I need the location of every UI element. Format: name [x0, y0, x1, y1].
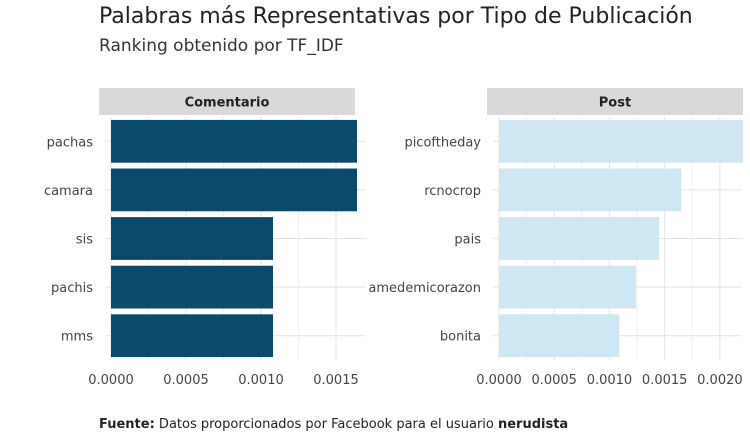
bar-amedemicorazon — [499, 265, 636, 309]
category-label: pachis — [51, 281, 93, 296]
chart-title: Palabras más Representativas por Tipo de… — [99, 4, 693, 29]
panel-comentario: Comentario pachas camara sis pachis mms 0.0000… — [44, 88, 366, 388]
x-tick-label: 0.0015 — [313, 373, 359, 388]
panel-post: Post picoftheday rcnocrop pais amedemicorazo… — [368, 88, 744, 388]
bar-bonita — [499, 314, 620, 358]
x-tick-label: 0.0015 — [642, 373, 688, 388]
caption-label: Fuente: — [99, 417, 155, 432]
category-label: amedemicorazon — [368, 281, 481, 296]
caption-text: Datos proporcionados por Facebook para e… — [154, 417, 498, 432]
bar-sis — [111, 217, 273, 260]
x-tick-label: 0.0020 — [697, 373, 743, 388]
category-label: pachas — [47, 135, 94, 150]
bar-picoftheday — [499, 119, 744, 163]
chart-subtitle: Ranking obtenido por TF_IDF — [99, 36, 344, 56]
bar-camara — [111, 168, 357, 212]
bar-pais — [499, 217, 660, 260]
bar-mms — [111, 314, 273, 358]
x-tick-label: 0.0000 — [476, 373, 522, 388]
category-label: pais — [454, 233, 481, 248]
x-tick-label: 0.0000 — [88, 373, 134, 388]
strip-label: Post — [599, 96, 631, 111]
category-label: camara — [44, 184, 93, 199]
x-tick-label: 0.0005 — [531, 373, 577, 388]
bar-pachas — [111, 119, 357, 163]
strip-label: Comentario — [185, 96, 270, 111]
category-label: picoftheday — [404, 135, 481, 150]
chart-caption: Fuente: Datos proporcionados por Faceboo… — [99, 417, 568, 432]
category-label: sis — [76, 233, 93, 248]
bar-rcnocrop — [499, 168, 682, 212]
x-tick-label: 0.0005 — [163, 373, 209, 388]
x-tick-label: 0.0010 — [587, 373, 633, 388]
category-label: mms — [61, 330, 93, 345]
category-label: rcnocrop — [424, 184, 481, 199]
caption-user: nerudista — [497, 417, 569, 432]
strip-post — [487, 88, 743, 115]
x-tick-label: 0.0010 — [238, 373, 284, 388]
category-label: bonita — [440, 330, 481, 345]
bar-pachis — [111, 265, 273, 309]
strip-comentario — [99, 88, 355, 115]
